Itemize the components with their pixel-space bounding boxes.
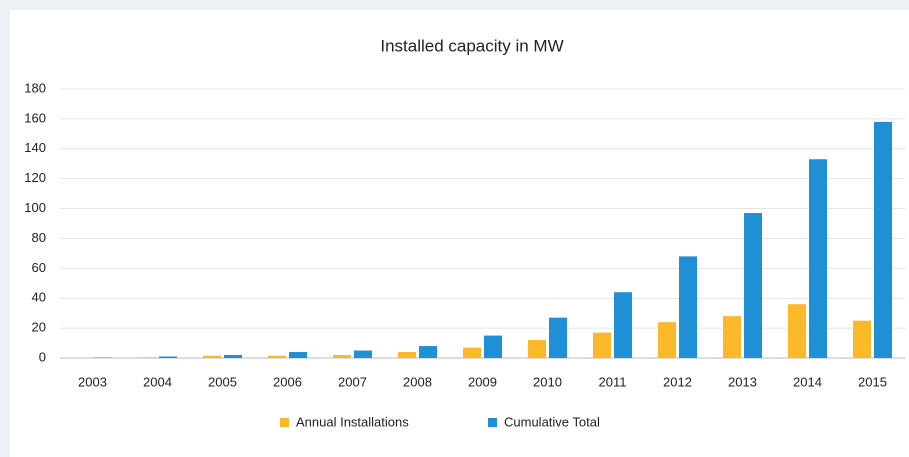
y-tick-label: 160 [24, 110, 46, 125]
x-tick-label: 2004 [143, 374, 172, 389]
x-tick-label: 2006 [273, 374, 302, 389]
chart-title: Installed capacity in MW [380, 36, 563, 55]
bar [354, 350, 372, 358]
bar [159, 356, 177, 358]
x-tick-label: 2012 [663, 374, 692, 389]
x-tick-label: 2015 [858, 374, 887, 389]
bar [203, 355, 221, 358]
bar [723, 316, 741, 358]
bar [549, 317, 567, 358]
bar [788, 304, 806, 358]
bar [463, 347, 481, 358]
x-tick-label: 2007 [338, 374, 367, 389]
y-tick-label: 100 [24, 200, 46, 215]
x-tick-label: 2010 [533, 374, 562, 389]
bar [809, 159, 827, 358]
bar [484, 335, 502, 358]
legend-label: Cumulative Total [504, 414, 600, 429]
bar [658, 322, 676, 358]
bar [679, 256, 697, 358]
bar [874, 121, 892, 358]
y-tick-label: 140 [24, 140, 46, 155]
bar [398, 352, 416, 358]
bar [224, 355, 242, 358]
bar [268, 355, 286, 358]
x-tick-label: 2014 [793, 374, 822, 389]
x-tick-label: 2008 [403, 374, 432, 389]
bar [744, 213, 762, 358]
y-tick-label: 180 [24, 80, 46, 95]
bar [614, 292, 632, 358]
legend-swatch [488, 418, 497, 427]
x-tick-label: 2005 [208, 374, 237, 389]
y-tick-label: 120 [24, 170, 46, 185]
bar [333, 355, 351, 358]
x-tick-label: 2011 [599, 374, 627, 389]
bar [528, 340, 546, 358]
y-tick-label: 20 [32, 320, 46, 335]
y-tick-label: 0 [39, 349, 46, 364]
x-tick-label: 2013 [728, 374, 757, 389]
y-tick-label: 40 [32, 290, 46, 305]
bar [138, 357, 156, 358]
legend-swatch [280, 418, 289, 427]
y-tick-label: 60 [32, 260, 46, 275]
bar [593, 332, 611, 358]
y-tick-label: 80 [32, 230, 46, 245]
x-tick-label: 2009 [468, 374, 497, 389]
legend-label: Annual Installations [296, 414, 409, 429]
bar [853, 320, 871, 358]
bar [419, 346, 437, 358]
x-tick-label: 2003 [78, 374, 107, 389]
bar [289, 352, 307, 358]
panel [10, 10, 909, 457]
